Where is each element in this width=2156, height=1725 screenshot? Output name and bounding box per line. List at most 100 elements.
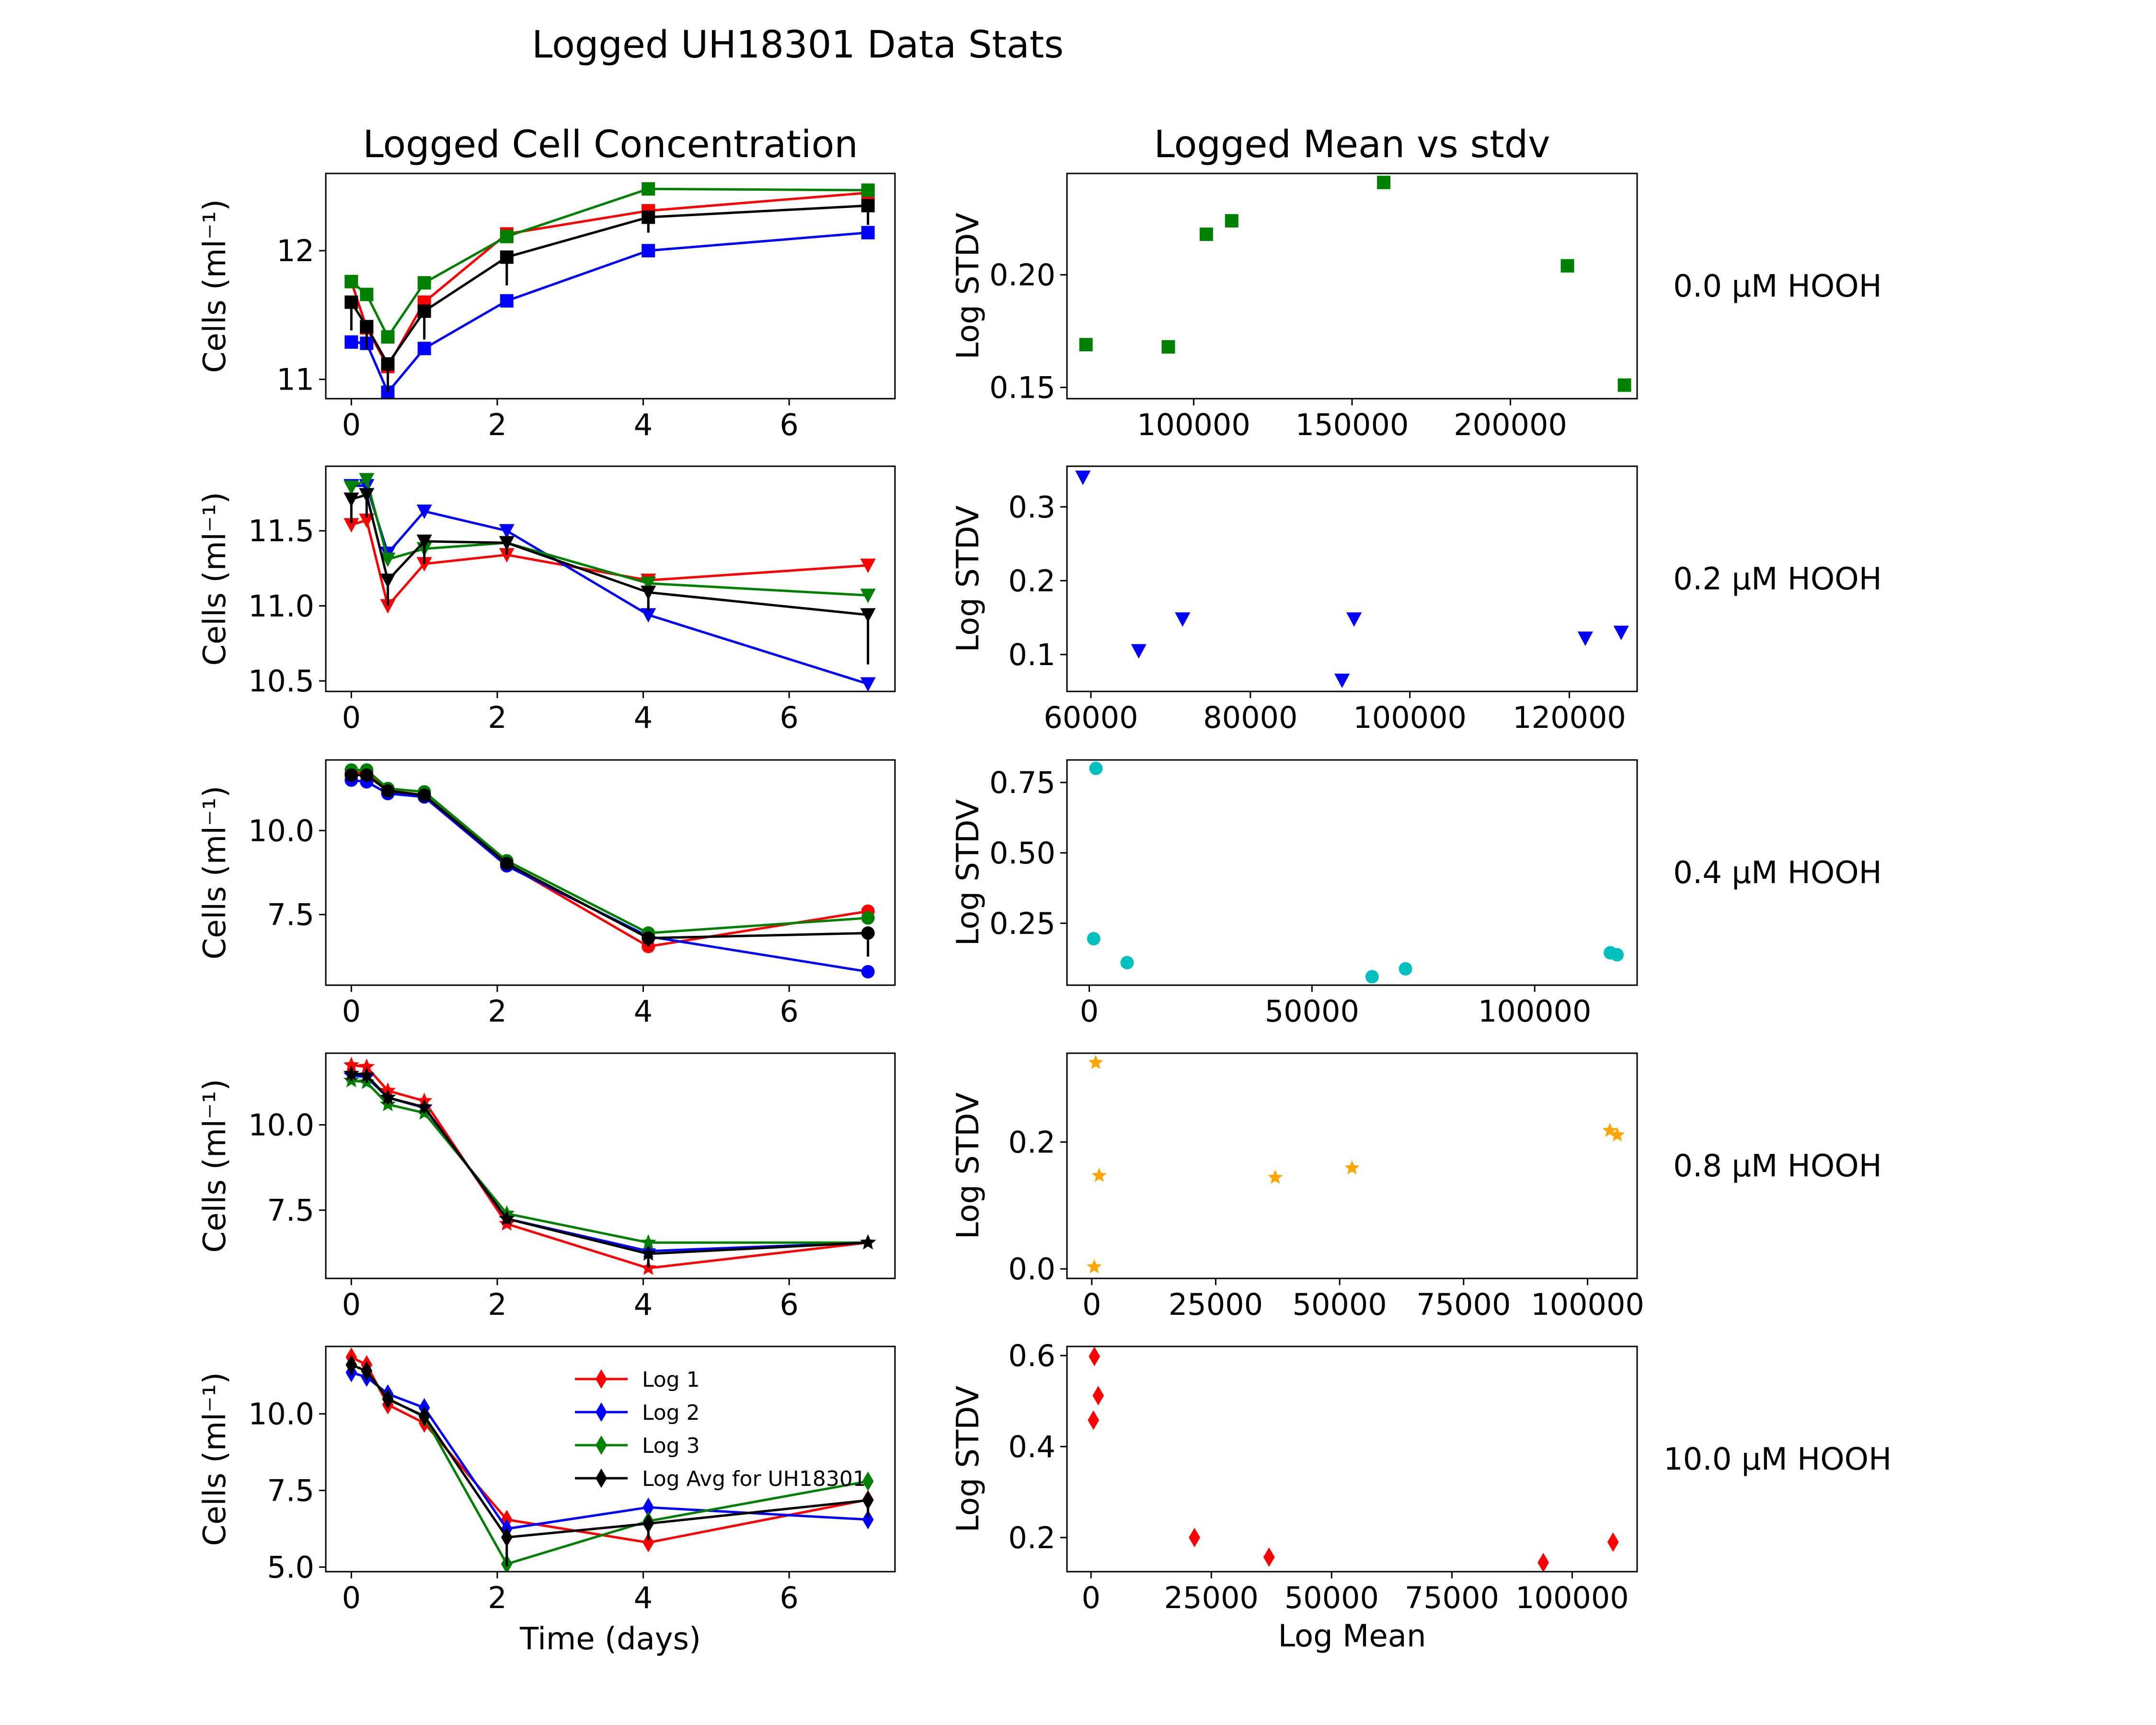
- series-line-2: [351, 484, 869, 685]
- x-tick-label: 25000: [1164, 1580, 1259, 1615]
- axes-frame: [1066, 759, 1638, 986]
- axes-frame: [325, 759, 896, 986]
- series-point-2: [861, 226, 875, 240]
- series-point-4: [344, 492, 359, 507]
- series-point-4: [381, 357, 395, 371]
- y-axis-label: Log STDV: [951, 1386, 986, 1533]
- scatter-point: [1120, 956, 1134, 969]
- data-layer: [1079, 175, 1631, 392]
- x-tick-label: 0: [1082, 1287, 1101, 1322]
- x-tick-label: 0: [342, 700, 361, 735]
- series-point-4: [358, 1067, 375, 1082]
- figure-title: Logged UH18301 Data Stats: [532, 23, 1064, 67]
- y-tick-label: 7.5: [267, 1473, 314, 1508]
- scatter-point: [1365, 970, 1379, 984]
- series-point-4: [361, 1361, 373, 1381]
- x-tick-label: 100000: [1515, 1580, 1629, 1615]
- series-point-1: [344, 518, 359, 533]
- x-tick-label: 0: [1081, 1580, 1100, 1615]
- series-point-4: [379, 1089, 396, 1104]
- axes-frame: [325, 1346, 896, 1573]
- y-axis-label: Cells (ml⁻¹): [197, 492, 233, 666]
- y-tick-label: 0.2: [1008, 564, 1055, 598]
- series-point-2: [641, 608, 656, 623]
- series-point-4: [360, 320, 374, 334]
- data-layer: [344, 473, 876, 691]
- series-point-4: [344, 768, 358, 782]
- scatter-point: [1537, 1552, 1549, 1572]
- scatter-point: [1088, 1410, 1100, 1430]
- x-tick-label: 50000: [1284, 1580, 1379, 1615]
- scatter-point: [1131, 644, 1147, 659]
- series-point-3: [861, 911, 875, 925]
- x-tick-label: 50000: [1265, 994, 1359, 1029]
- x-tick-label: 75000: [1405, 1580, 1499, 1615]
- scatter-point: [1344, 1160, 1360, 1174]
- scatter-point: [1334, 673, 1350, 688]
- data-layer: [343, 1057, 876, 1275]
- left-xlabel: Time (days): [519, 1622, 701, 1657]
- series-point-4: [345, 1355, 357, 1375]
- panel-r4-c1: 0 25000 50000 75000 100000 0.2 0.4 0.6 Log STDV 1…: [951, 1338, 1892, 1615]
- concentration-annotation: 0.8 µM HOOH: [1673, 1149, 1881, 1184]
- series-point-1: [358, 1058, 375, 1074]
- series-line-2: [351, 1074, 868, 1253]
- x-tick-label: 4: [634, 1287, 653, 1322]
- axes-frame: [325, 1052, 896, 1279]
- y-tick-label: 0.25: [989, 906, 1055, 941]
- y-tick-label: 0.20: [989, 258, 1055, 293]
- series-point-4: [642, 931, 655, 945]
- panel-r0-c0: 0 2 4 6 11 12 Cells (ml⁻¹): [197, 172, 896, 442]
- x-tick-label: 4: [634, 994, 653, 1029]
- series-point-2: [642, 1497, 654, 1518]
- series-point-4: [417, 788, 431, 802]
- x-tick-label: 6: [780, 700, 798, 735]
- y-tick-label: 10.0: [248, 1108, 314, 1143]
- panel-r1-c1: 60000 80000 100000 120000 0.1 0.2 0.3 Log STDV 0…: [951, 465, 1882, 735]
- x-tick-label: 100000: [1478, 994, 1592, 1029]
- series-point-3: [359, 473, 375, 488]
- series-point-4: [359, 488, 375, 503]
- scatter-point: [1610, 948, 1624, 962]
- series-point-4: [860, 608, 876, 623]
- series-point-2: [416, 505, 432, 519]
- y-axis-label: Cells (ml⁻¹): [197, 786, 233, 960]
- y-tick-label: 7.5: [267, 897, 314, 932]
- y-axis-label: Log STDV: [951, 799, 986, 946]
- x-tick-label: 0: [1080, 994, 1099, 1029]
- x-tick-label: 2: [488, 1287, 506, 1322]
- series-point-3: [862, 1472, 874, 1491]
- x-tick-label: 0: [342, 407, 361, 442]
- series-point-4: [501, 1528, 513, 1547]
- series-point-4: [382, 1389, 394, 1409]
- series-point-4: [861, 199, 875, 213]
- legend-marker-4: [596, 1468, 607, 1488]
- scatter-point: [1377, 175, 1391, 189]
- y-axis-label: Log STDV: [951, 1092, 986, 1240]
- y-tick-label: 0.3: [1008, 490, 1055, 525]
- x-tick-label: 150000: [1296, 407, 1409, 442]
- series-point-1: [860, 558, 876, 573]
- data-layer: [344, 763, 875, 978]
- y-tick-label: 0.1: [1008, 637, 1055, 672]
- scatter-point: [1161, 340, 1175, 354]
- series-point-3: [500, 230, 514, 243]
- series-point-3: [380, 552, 396, 567]
- scatter-point: [1225, 214, 1239, 228]
- scatter-point: [1189, 1528, 1201, 1548]
- right-xlabel: Log Mean: [1278, 1619, 1426, 1654]
- series-point-3: [642, 182, 655, 196]
- series-point-4: [861, 926, 875, 940]
- x-tick-label: 100000: [1353, 700, 1467, 735]
- right-column-title: Logged Mean vs stdv: [1154, 123, 1550, 166]
- series-point-2: [860, 677, 876, 691]
- series-point-2: [499, 524, 515, 539]
- series-point-2: [642, 244, 655, 258]
- series-point-3: [344, 480, 359, 495]
- scatter-point: [1088, 1055, 1103, 1069]
- series-point-1: [642, 1532, 654, 1552]
- scatter-point: [1346, 612, 1362, 627]
- x-tick-label: 2: [488, 700, 506, 735]
